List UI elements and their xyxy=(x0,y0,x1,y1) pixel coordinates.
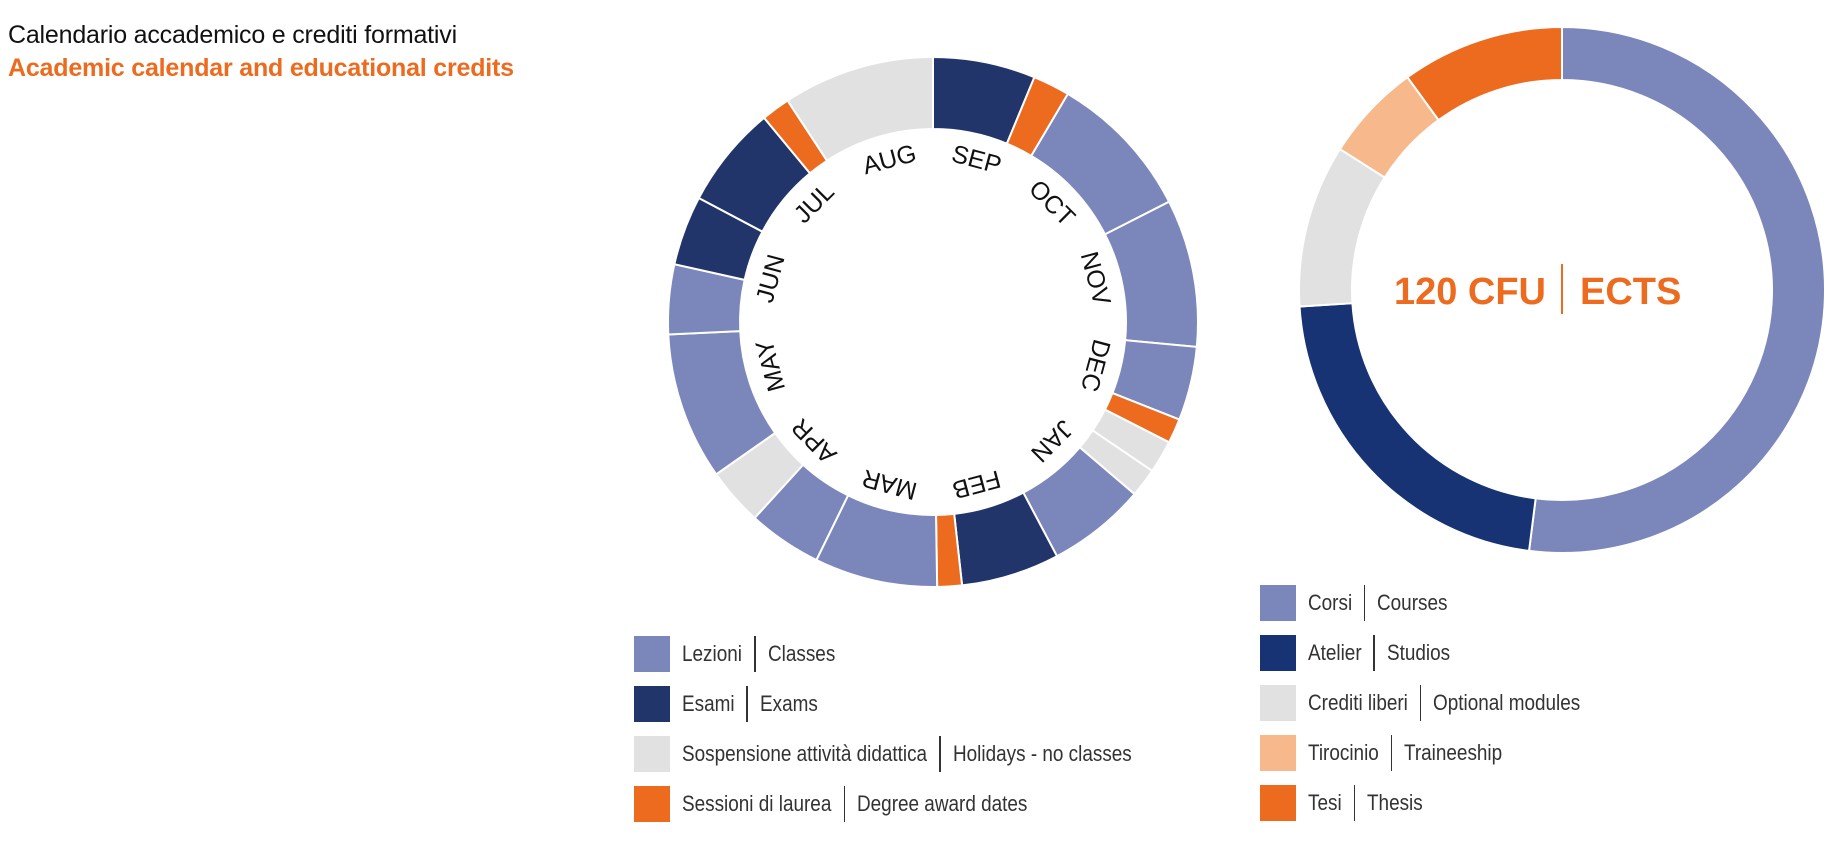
credits-legend-item-classes: Corsi Courses xyxy=(1260,585,1580,621)
legend-label-italian: Lezioni xyxy=(682,641,742,666)
month-label-aug: AUG xyxy=(860,139,920,180)
center-label-cfu: 120 CFU xyxy=(1394,271,1546,313)
legend-separator xyxy=(1353,785,1356,821)
legend-label-english: Classes xyxy=(767,641,835,666)
credits-legend-item-degree: Tesi Thesis xyxy=(1260,785,1580,821)
page-title-english: Academic calendar and educational credit… xyxy=(8,54,514,82)
credits-segment-classes xyxy=(1527,25,1826,554)
center-label-ects: ECTS xyxy=(1580,271,1681,313)
legend-swatch xyxy=(634,736,670,772)
legend-label-english: Thesis xyxy=(1367,790,1423,815)
month-label-dec: DEC xyxy=(1075,336,1116,394)
credits-segment-atelier xyxy=(1298,302,1537,553)
legend-label-english: Degree award dates xyxy=(857,791,1028,816)
legend-label-italian: Tirocinio xyxy=(1308,740,1379,765)
legend-swatch xyxy=(1260,785,1296,821)
page-title-italian: Calendario accademico e crediti formativ… xyxy=(8,21,457,49)
legend-label-italian: Crediti liberi xyxy=(1308,690,1408,715)
titles: Calendario accademico e crediti formativ… xyxy=(8,21,514,83)
credits-legend-item-traineeship: Tirocinio Traineeship xyxy=(1260,735,1580,771)
month-label-jun: JUN xyxy=(751,251,791,305)
calendar-legend-item-classes: Lezioni Classes xyxy=(634,636,1131,672)
calendar-legend: Lezioni Classes Esami Exams Sospensione atti… xyxy=(634,636,1131,836)
legend-separator xyxy=(843,786,846,822)
calendar-legend-item-holidays: Sospensione attività didattica Holidays -… xyxy=(634,736,1131,772)
legend-swatch xyxy=(1260,585,1296,621)
legend-separator xyxy=(939,736,941,772)
legend-swatch xyxy=(1260,685,1296,721)
calendar-segment-holidays xyxy=(786,55,934,163)
legend-label-italian: Corsi xyxy=(1308,590,1353,615)
legend-label-italian: Sessioni di laurea xyxy=(682,791,832,816)
credits-legend-item-atelier: Atelier Studios xyxy=(1260,635,1580,671)
legend-swatch xyxy=(634,636,670,672)
legend-label-english: Exams xyxy=(759,691,818,716)
legend-label-italian: Tesi xyxy=(1308,790,1342,815)
credits-donut-chart: 120 CFU ECTS xyxy=(1298,25,1826,554)
legend-separator xyxy=(754,636,756,672)
calendar-legend-item-degree: Sessioni di laurea Degree award dates xyxy=(634,786,1131,822)
legend-label-english: Traineeship xyxy=(1404,740,1503,765)
month-label-sep: SEP xyxy=(949,140,1005,180)
credits-legend-item-holidays: Crediti liberi Optional modules xyxy=(1260,685,1580,721)
legend-label-english: Courses xyxy=(1377,590,1448,615)
legend-label-italian: Atelier xyxy=(1308,640,1362,665)
credits-legend: Corsi Courses Atelier Studios Crediti liberi… xyxy=(1260,585,1580,835)
legend-separator xyxy=(1373,635,1375,671)
legend-label-english: Studios xyxy=(1386,640,1450,665)
legend-separator xyxy=(1363,585,1366,621)
legend-swatch xyxy=(634,786,670,822)
calendar-legend-item-exams: Esami Exams xyxy=(634,686,1131,722)
month-label-nov: NOV xyxy=(1075,249,1116,309)
month-label-feb: FEB xyxy=(949,464,1003,504)
legend-swatch xyxy=(1260,635,1296,671)
legend-label-italian: Sospensione attività didattica xyxy=(682,741,928,766)
month-label-mar: MAR xyxy=(859,464,920,505)
legend-swatch xyxy=(634,686,670,722)
legend-label-italian: Esami xyxy=(682,691,735,716)
legend-separator xyxy=(1390,735,1393,771)
month-label-may: MAY xyxy=(750,336,791,394)
legend-separator xyxy=(746,686,748,722)
legend-label-english: Holidays - no classes xyxy=(952,741,1132,766)
legend-swatch xyxy=(1260,735,1296,771)
credits-segment-degree xyxy=(1406,25,1563,122)
credits-segment-holidays xyxy=(1298,147,1387,308)
legend-label-english: Optional modules xyxy=(1433,690,1581,715)
legend-separator xyxy=(1419,685,1422,721)
